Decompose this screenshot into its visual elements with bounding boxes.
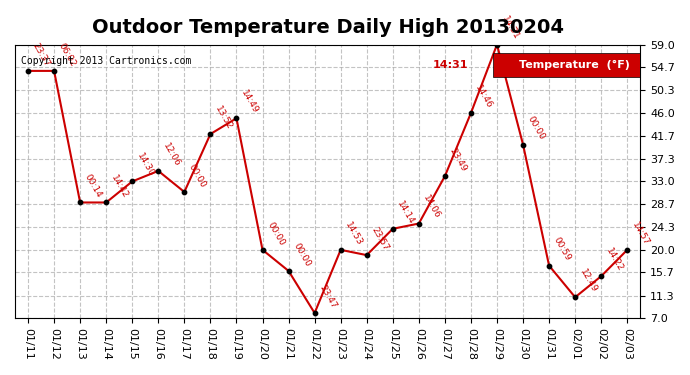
Text: 23:47: 23:47 [317, 284, 338, 310]
Point [75, 200, 86, 206]
Text: 14:46: 14:46 [474, 84, 494, 110]
Point [283, 268, 294, 274]
Text: 14:53: 14:53 [344, 220, 364, 247]
Text: 00:14: 00:14 [83, 173, 104, 200]
Point [491, 42, 502, 48]
Text: 14:31: 14:31 [433, 60, 469, 70]
Point [595, 273, 607, 279]
Point [622, 247, 633, 253]
Point [544, 262, 555, 268]
Point [518, 142, 529, 148]
Text: 23:57: 23:57 [370, 225, 390, 252]
Text: 14:31: 14:31 [500, 15, 520, 42]
Text: 14:42: 14:42 [109, 173, 130, 200]
Text: 00:00: 00:00 [526, 115, 546, 142]
Text: 13:52: 13:52 [213, 105, 234, 131]
Point [205, 131, 216, 137]
Point [257, 247, 268, 253]
Text: 00:59: 00:59 [552, 236, 573, 263]
Text: 14:14: 14:14 [395, 200, 416, 226]
Text: 14:49: 14:49 [239, 89, 260, 116]
Point [152, 168, 164, 174]
Text: 14:30: 14:30 [135, 152, 156, 178]
Point [440, 173, 451, 179]
Text: 23:49: 23:49 [448, 147, 469, 173]
Title: Outdoor Temperature Daily High 20130204: Outdoor Temperature Daily High 20130204 [92, 18, 564, 38]
Point [231, 115, 242, 121]
Text: 14:22: 14:22 [604, 247, 624, 273]
Point [179, 189, 190, 195]
Point [127, 178, 138, 184]
Point [361, 252, 372, 258]
Point [413, 220, 424, 226]
Text: 14:06: 14:06 [422, 194, 442, 221]
Point [466, 110, 477, 116]
Text: Temperature  (°F): Temperature (°F) [519, 60, 630, 70]
Text: 14:57: 14:57 [630, 220, 651, 247]
Text: 00:00: 00:00 [187, 162, 208, 189]
Text: 12:49: 12:49 [578, 268, 598, 294]
FancyBboxPatch shape [493, 53, 656, 77]
Text: 00:00: 00:00 [265, 220, 286, 247]
Text: 12:06: 12:06 [161, 141, 181, 168]
Point [101, 200, 112, 206]
Text: Copyright 2013 Cartronics.com: Copyright 2013 Cartronics.com [21, 56, 192, 66]
Point [309, 310, 320, 316]
Text: 00:00: 00:00 [291, 241, 312, 268]
Text: 23:37: 23:37 [31, 41, 52, 68]
Point [48, 68, 59, 74]
Point [387, 226, 398, 232]
Point [23, 68, 34, 74]
Text: 06:02: 06:02 [57, 41, 77, 68]
Point [335, 247, 346, 253]
Point [570, 294, 581, 300]
